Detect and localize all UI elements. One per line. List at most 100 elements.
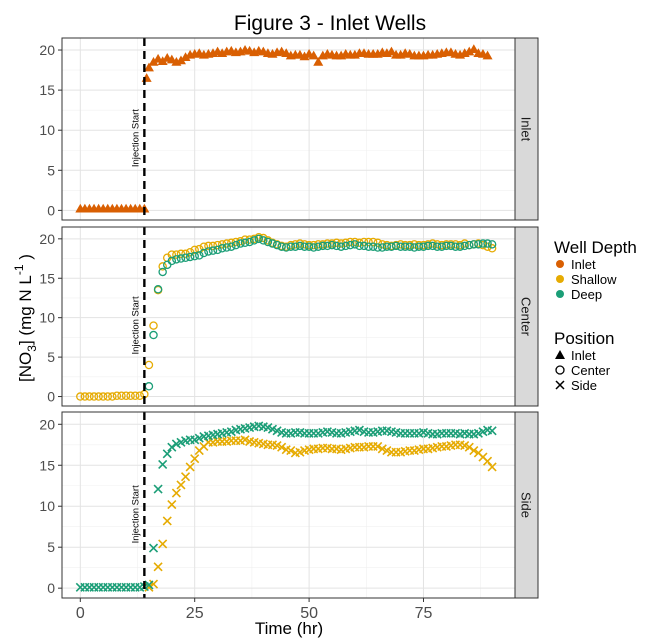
legend-label-side: Side [571, 378, 597, 393]
data-point-deep-center [222, 243, 231, 252]
y-tick-label: 10 [39, 498, 55, 514]
data-point-shallow-center [89, 392, 99, 401]
y-axis-title: [NO3] (mg N L-1 ) [12, 254, 39, 382]
data-point-shallow-side [464, 442, 474, 452]
data-point-deep-center [240, 238, 250, 248]
data-point-deep-center [346, 240, 355, 250]
data-point-shallow-center [80, 392, 90, 401]
data-point-deep-center [423, 241, 433, 251]
data-point-deep-center [254, 234, 264, 244]
x-tick-label: 50 [300, 605, 318, 622]
data-point-deep-center [442, 241, 451, 251]
data-point-shallow-center [149, 321, 158, 330]
data-point-deep-center [300, 242, 309, 251]
data-point-shallow-side [176, 480, 186, 490]
x-axis-title: Time (hr) [255, 619, 323, 638]
data-point-inlet-inlet [308, 50, 319, 60]
data-point-shallow-side [167, 500, 177, 510]
data-point-deep-center [204, 247, 213, 256]
data-point-deep-center [464, 240, 474, 250]
data-point-shallow-center [121, 391, 131, 400]
y-axis-title-part: [NO [16, 352, 35, 382]
data-point-deep-center [249, 236, 259, 245]
data-point-deep-center [382, 242, 392, 251]
data-point-deep-center [309, 243, 318, 252]
data-point-deep-center [190, 251, 199, 261]
data-point-deep-center [167, 256, 177, 266]
data-point-shallow-center [227, 238, 236, 248]
data-point-deep-center [368, 242, 378, 251]
data-point-deep-center [199, 248, 209, 258]
legend-label-inlet: Inlet [571, 257, 596, 272]
data-point-shallow-side [162, 516, 172, 526]
facet-strip-label: Side [519, 492, 534, 518]
facet-strip [514, 37, 539, 221]
data-point-deep-center [460, 241, 469, 251]
y-tick-label: 20 [39, 416, 55, 432]
y-tick-label: 0 [47, 202, 55, 218]
data-point-deep-center [158, 267, 167, 277]
y-tick-label: 15 [39, 457, 55, 473]
data-point-shallow-center [432, 240, 442, 249]
data-point-deep-center [336, 242, 346, 251]
data-point-shallow-side [373, 441, 383, 451]
data-point-deep-center [245, 237, 254, 247]
data-point-deep-center [286, 242, 296, 251]
data-point-deep-center [304, 242, 314, 251]
data-point-shallow-side [286, 445, 296, 456]
data-point-shallow-side [482, 456, 493, 466]
legend: Well DepthInletShallowDeepPositionInletC… [554, 238, 637, 393]
data-point-deep-center [263, 237, 273, 247]
data-point-deep-side [148, 543, 159, 553]
data-point-deep-center [341, 241, 350, 251]
facet-strip [514, 226, 539, 407]
y-tick-label: 5 [47, 162, 55, 178]
data-point-deep-center [176, 254, 186, 263]
data-point-deep-center [391, 241, 401, 251]
data-point-inlet-inlet [482, 50, 493, 60]
legend-position-title: Position [554, 329, 614, 348]
data-point-shallow-center [309, 240, 318, 250]
data-point-deep-center [437, 242, 447, 251]
data-point-shallow-side [277, 442, 287, 452]
data-point-deep-center [451, 242, 460, 251]
y-tick-label: 20 [39, 42, 55, 58]
data-point-deep-center [378, 243, 387, 252]
data-point-deep-center [277, 242, 286, 251]
data-point-deep-center [350, 240, 360, 249]
data-point-deep-center [359, 241, 369, 251]
data-point-deep-center [272, 240, 282, 250]
legend-shape-cross [555, 380, 565, 390]
y-tick-label: 10 [39, 122, 55, 138]
panel-inlet: 0 5 10 15 20 Injection Start Inlet [39, 37, 539, 221]
data-point-deep-side [153, 484, 163, 494]
data-point-shallow-center [231, 237, 241, 247]
data-point-deep-center [432, 242, 442, 251]
panel-center: 0 5 10 15 20 Injection Start Center [39, 226, 539, 407]
data-point-deep-center [227, 242, 236, 251]
y-tick-label: 0 [47, 389, 55, 405]
injection-start-label: Injection Start [130, 109, 141, 167]
data-point-deep-center [387, 242, 396, 251]
data-point-deep-center [213, 245, 222, 255]
data-point-shallow-side [185, 462, 195, 472]
data-point-deep-center [332, 241, 341, 251]
data-point-deep-center [355, 241, 364, 251]
data-point-deep-center [185, 252, 195, 262]
injection-start-label: Injection Start [130, 485, 141, 543]
data-point-deep-center [195, 251, 204, 260]
y-tick-label: 5 [47, 539, 55, 555]
data-point-deep-center [446, 241, 456, 251]
x-tick-label: 75 [415, 605, 433, 622]
data-point-shallow-center [487, 244, 497, 253]
data-point-deep-center [259, 236, 268, 245]
x-tick-label: 0 [76, 605, 85, 622]
legend-swatch-deep [556, 290, 564, 298]
data-point-deep-center [487, 240, 497, 249]
data-point-shallow-center [204, 241, 213, 251]
data-point-deep-center [172, 255, 181, 264]
panel-side: 0 5 10 15 20 Injection Start Side [39, 411, 539, 599]
data-point-shallow-side [190, 454, 200, 464]
data-point-shallow-side [487, 462, 497, 472]
